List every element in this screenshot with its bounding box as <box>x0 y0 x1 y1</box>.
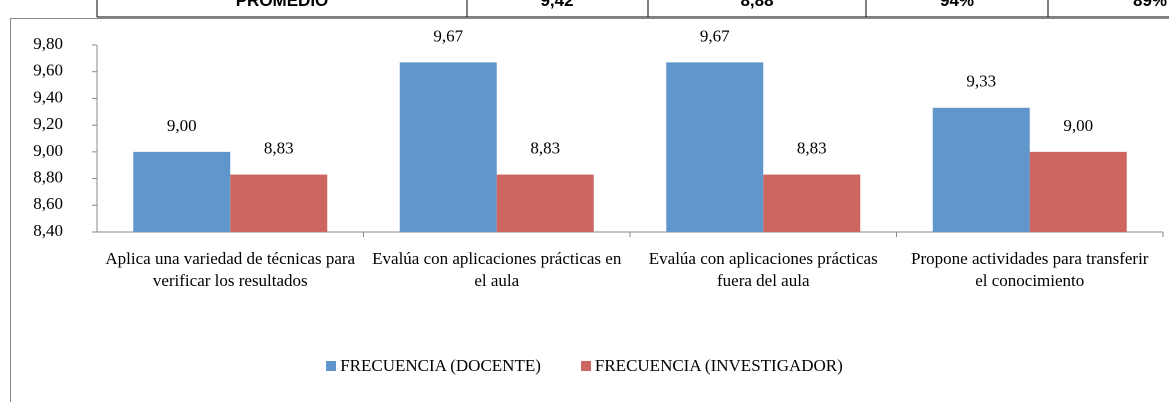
y-tick-label: 8,80 <box>33 167 63 186</box>
legend-item: FRECUENCIA (INVESTIGADOR) <box>580 356 843 376</box>
y-tick-label: 9,80 <box>33 34 63 53</box>
data-label: 9,00 <box>1063 116 1093 135</box>
x-tick-label: Propone actividades para transferir el c… <box>911 249 1149 290</box>
data-label: 8,83 <box>797 138 827 157</box>
bar <box>230 174 328 232</box>
y-tick-label: 9,20 <box>33 114 63 133</box>
y-tick-label: 9,60 <box>33 61 63 80</box>
bar <box>496 174 594 232</box>
x-tick-label: Evalúa con aplicaciones prácticas fuera … <box>648 249 878 290</box>
y-tick-label: 9,00 <box>33 141 63 160</box>
data-label: 9,67 <box>433 26 463 45</box>
legend-swatch <box>580 361 591 371</box>
bar <box>763 174 861 232</box>
x-tick-label: Aplica una variedad de técnicas para ver… <box>105 249 356 290</box>
y-tick-label: 8,40 <box>33 221 63 240</box>
legend-label: FRECUENCIA (INVESTIGADOR) <box>594 356 843 375</box>
legend-item: FRECUENCIA (DOCENTE) <box>326 356 541 376</box>
table-cell: 94% <box>939 0 975 10</box>
data-label: 8,83 <box>264 138 294 157</box>
table-cell: PROMEDIO <box>235 0 329 10</box>
y-tick-label: 8,60 <box>33 194 63 213</box>
bar <box>666 62 764 232</box>
table-cell: 9,42 <box>540 0 574 10</box>
bar <box>932 107 1030 232</box>
data-label: 8,83 <box>530 138 560 157</box>
y-tick-label: 9,40 <box>33 87 63 106</box>
chart-border <box>10 18 1169 402</box>
data-label: 9,67 <box>700 26 730 45</box>
table-cell: 89% <box>1132 0 1168 10</box>
bar <box>1029 151 1127 232</box>
bar <box>133 151 231 232</box>
bar <box>399 62 497 232</box>
x-tick-label: Evalúa con aplicaciones prácticas en el … <box>372 249 622 290</box>
table-cell: 8,88 <box>740 0 774 10</box>
data-label: 9,33 <box>966 72 996 91</box>
legend: FRECUENCIA (DOCENTE) FRECUENCIA (INVESTIG… <box>0 356 1169 376</box>
legend-label: FRECUENCIA (DOCENTE) <box>340 356 541 375</box>
data-label: 9,00 <box>167 116 197 135</box>
legend-swatch <box>326 361 337 371</box>
